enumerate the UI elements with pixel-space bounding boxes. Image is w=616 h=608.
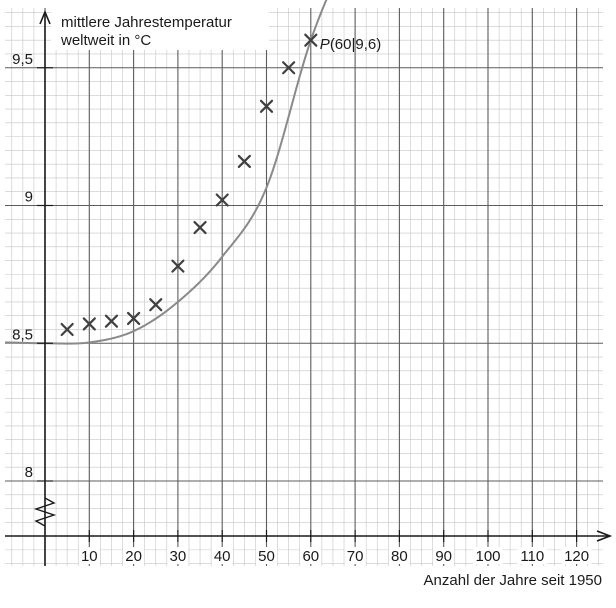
data-point-marker [215,193,229,207]
x-tick-label-background [517,547,548,564]
chart-labels: 88,599,51010,511102030405060708090100110… [12,8,602,589]
x-tick-label-background [211,547,233,564]
x-tick-label-background [473,547,503,564]
data-markers [60,33,318,337]
data-point-marker [149,298,163,312]
minor-grid [5,8,603,566]
x-tick-label: 30 [170,548,187,565]
x-tick-label: 20 [125,548,142,565]
x-tick-label: 70 [347,548,364,565]
x-tick-label: 80 [391,548,408,565]
data-point-marker [304,33,318,47]
x-axis-arrow [596,530,613,542]
x-tick-label-background [300,547,322,564]
x-tick-label: 10 [81,548,98,565]
y-tick-label: 8,5 [12,326,33,343]
y-tick-label: 9,5 [12,51,33,68]
y-tick-label: 8 [25,464,33,481]
data-point-marker [60,322,74,337]
data-point-marker [193,220,207,235]
data-point-marker [282,61,296,75]
axis-break-icon [33,497,57,527]
axes [5,9,613,566]
y-axis-title-background [51,8,269,50]
y-tick-label: 9 [25,189,33,206]
x-tick-label-background [388,547,410,564]
x-axis-title: Anzahl der Jahre seit 1950 [424,572,602,589]
data-point-marker [259,99,274,113]
x-tick-label: 90 [435,548,452,565]
x-tick-label: 110 [520,548,544,565]
x-tick-label: 50 [258,548,275,565]
x-tick-label-background [123,547,145,564]
data-point-marker [104,314,119,328]
x-tick-label: 60 [302,548,319,565]
major-grid [5,8,603,566]
y-axis-arrow [39,9,51,25]
x-tick-label: 40 [214,548,231,565]
x-tick-label-background [255,547,278,564]
y-axis-title: mittlere Jahrestemperatur weltweit in °C [60,14,232,49]
data-point-marker [171,259,185,273]
x-tick-label-background [78,547,100,564]
data-point-marker [82,317,96,331]
point-label-p: P(60|9,6) [320,36,381,53]
x-tick-label-background [167,547,189,564]
x-tick-label: 120 [564,548,589,565]
curve-layer [5,0,328,345]
data-point-marker [237,154,251,169]
data-point-marker [127,311,141,326]
x-tick-label-background [561,547,592,564]
curve-f [5,0,328,345]
x-tick-label-background [433,547,455,564]
x-tick-label-background [344,547,366,564]
x-tick-label: 100 [475,548,500,565]
